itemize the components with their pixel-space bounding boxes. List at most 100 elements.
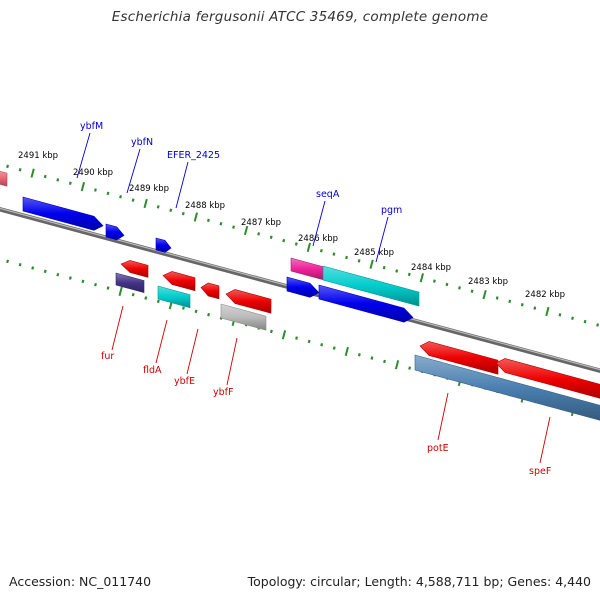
scale-tick xyxy=(344,346,349,357)
scale-tick xyxy=(269,235,273,239)
scale-tick xyxy=(169,208,173,212)
scale-label: 2485 kbp xyxy=(354,248,394,258)
label-leader xyxy=(76,132,91,179)
scale-tick xyxy=(156,205,160,209)
scale-tick xyxy=(156,299,160,304)
scale-label: 2482 kbp xyxy=(525,290,565,300)
label-leader xyxy=(155,319,168,364)
scale-tick xyxy=(43,174,47,179)
scale-label: 2484 kbp xyxy=(411,263,451,273)
scale-tick xyxy=(18,168,22,172)
scale-tick xyxy=(182,306,185,310)
scale-tick xyxy=(219,222,223,226)
label-leader xyxy=(126,148,141,194)
gene-label: fur xyxy=(101,351,114,362)
scale-tick xyxy=(18,262,22,267)
gene-arrow xyxy=(419,341,499,375)
scale-tick xyxy=(583,319,587,324)
scale-tick xyxy=(56,272,60,277)
gene-arrow xyxy=(200,282,220,300)
scale-tick xyxy=(383,359,386,364)
scale-tick xyxy=(181,211,185,216)
scale-tick xyxy=(508,299,512,304)
scale-tick xyxy=(93,188,97,192)
scale-tick xyxy=(131,292,135,297)
scale-tick xyxy=(445,282,449,287)
scale-tick xyxy=(345,255,348,260)
scale-tick xyxy=(43,269,47,274)
label-leader xyxy=(175,161,189,209)
gene-label: ybfN xyxy=(131,137,153,148)
gene-label: fldA xyxy=(143,365,162,376)
scale-tick xyxy=(56,178,60,182)
scale-tick xyxy=(370,356,374,360)
gene-label: ybfF xyxy=(213,387,233,398)
gene-label: potE xyxy=(427,443,449,454)
label-leader xyxy=(375,216,389,263)
gene-label: seqA xyxy=(316,189,340,200)
scale-tick xyxy=(596,323,600,327)
scale-tick xyxy=(369,259,374,269)
scale-tick xyxy=(206,218,210,223)
scale-tick xyxy=(282,238,286,243)
label-leader xyxy=(312,200,326,247)
gene-arrow xyxy=(162,271,196,292)
gene-arrow xyxy=(286,276,320,298)
gene-arrow xyxy=(225,289,272,314)
gene-arrow xyxy=(157,285,191,309)
gene-arrow xyxy=(318,284,414,323)
scale-tick xyxy=(357,353,361,357)
gene-arrow xyxy=(322,265,420,307)
scale-tick xyxy=(207,312,211,317)
gene-arrow xyxy=(22,196,104,231)
scale-tick xyxy=(407,272,411,277)
label-leader xyxy=(539,416,551,464)
gene-arrow xyxy=(155,237,172,253)
scale-label: 2491 kbp xyxy=(18,151,58,161)
scale-tick xyxy=(558,313,562,317)
scale-tick xyxy=(545,306,550,317)
scale-tick xyxy=(143,198,148,209)
scale-tick xyxy=(395,269,399,273)
scale-tick xyxy=(257,232,261,236)
scale-tick xyxy=(68,276,72,280)
label-leader xyxy=(111,305,124,351)
scale-tick xyxy=(31,266,35,270)
scale-tick xyxy=(294,242,298,246)
gene-arrow xyxy=(105,223,125,241)
scale-tick xyxy=(495,296,499,300)
scale-tick xyxy=(482,290,487,300)
scale-tick xyxy=(106,191,110,196)
genome-summary-text: Topology: circular; Length: 4,588,711 bp… xyxy=(247,574,591,589)
scale-tick xyxy=(118,286,123,296)
gene-arrow xyxy=(414,354,600,421)
scale-tick xyxy=(281,330,287,340)
scale-label: 2488 kbp xyxy=(185,201,225,211)
scale-tick xyxy=(408,366,412,370)
scale-tick xyxy=(332,346,336,350)
scale-tick xyxy=(144,296,148,300)
scale-tick xyxy=(6,259,10,264)
scale-tick xyxy=(106,286,110,290)
scale-tick xyxy=(419,273,424,283)
label-leader xyxy=(186,328,199,375)
scale-tick xyxy=(243,225,249,236)
scale-tick xyxy=(80,182,86,192)
gene-arrow xyxy=(495,358,600,399)
scale-label: 2487 kbp xyxy=(241,218,281,228)
gene-arrow xyxy=(120,260,149,278)
scale-tick xyxy=(232,225,235,229)
scale-tick xyxy=(394,360,400,370)
scale-tick xyxy=(6,164,10,169)
scale-tick xyxy=(357,259,361,263)
scale-label: 2486 kbp xyxy=(298,234,338,244)
scale-tick xyxy=(68,181,72,185)
scale-tick xyxy=(193,212,199,222)
scale-tick xyxy=(81,279,85,284)
scale-tick xyxy=(306,242,311,252)
scale-tick xyxy=(30,168,35,178)
scale-tick xyxy=(119,195,122,199)
scale-tick xyxy=(94,282,97,287)
scale-tick xyxy=(307,339,311,344)
gene-arrow xyxy=(220,303,267,331)
